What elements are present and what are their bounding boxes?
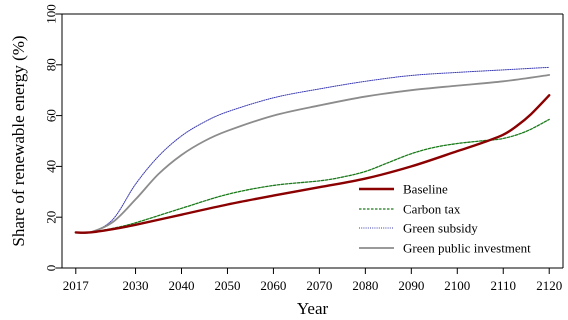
- y-tick-label: 60: [44, 109, 59, 122]
- x-tick-label: 2110: [490, 278, 516, 293]
- series-layer: [74, 66, 551, 235]
- series-line-carbon-tax: [75, 118, 550, 234]
- legend-label: Carbon tax: [403, 202, 461, 217]
- legend-label: Baseline: [403, 182, 448, 197]
- x-axis-ticks: 2017 2030 2040 2050 2060 2070 2080 2090 2100 2110…: [63, 268, 562, 293]
- x-tick-label: 2120: [536, 278, 562, 293]
- x-tick-label: 2030: [123, 278, 149, 293]
- x-axis-title: Year: [297, 299, 329, 318]
- y-tick-label: 20: [44, 211, 59, 224]
- y-tick-label: 100: [44, 4, 59, 24]
- y-tick-label: 40: [44, 160, 59, 173]
- series-line-green-public-investment: [74, 74, 551, 235]
- y-tick-label: 0: [44, 265, 59, 272]
- x-tick-label: 2080: [352, 278, 378, 293]
- series-line-green-subsidy: [75, 66, 550, 234]
- x-tick-label: 2060: [260, 278, 286, 293]
- axes: [61, 13, 564, 269]
- x-tick-label: 2017: [63, 278, 90, 293]
- x-tick-label: 2040: [169, 278, 195, 293]
- x-tick-label: 2070: [306, 278, 332, 293]
- y-axis-title: Share of renewable energy (%): [9, 35, 28, 246]
- legend: Baseline Carbon tax Green subsidy Green pub…: [359, 182, 531, 256]
- y-axis-ticks: 0 20 40 60 80 100: [44, 4, 62, 271]
- legend-label: Green public investment: [403, 241, 531, 256]
- series-line-baseline: [74, 94, 551, 234]
- x-tick-label: 2100: [444, 278, 470, 293]
- legend-label: Green subsidy: [403, 221, 478, 236]
- x-tick-label: 2090: [398, 278, 424, 293]
- x-tick-label: 2050: [214, 278, 240, 293]
- y-tick-label: 80: [44, 58, 59, 71]
